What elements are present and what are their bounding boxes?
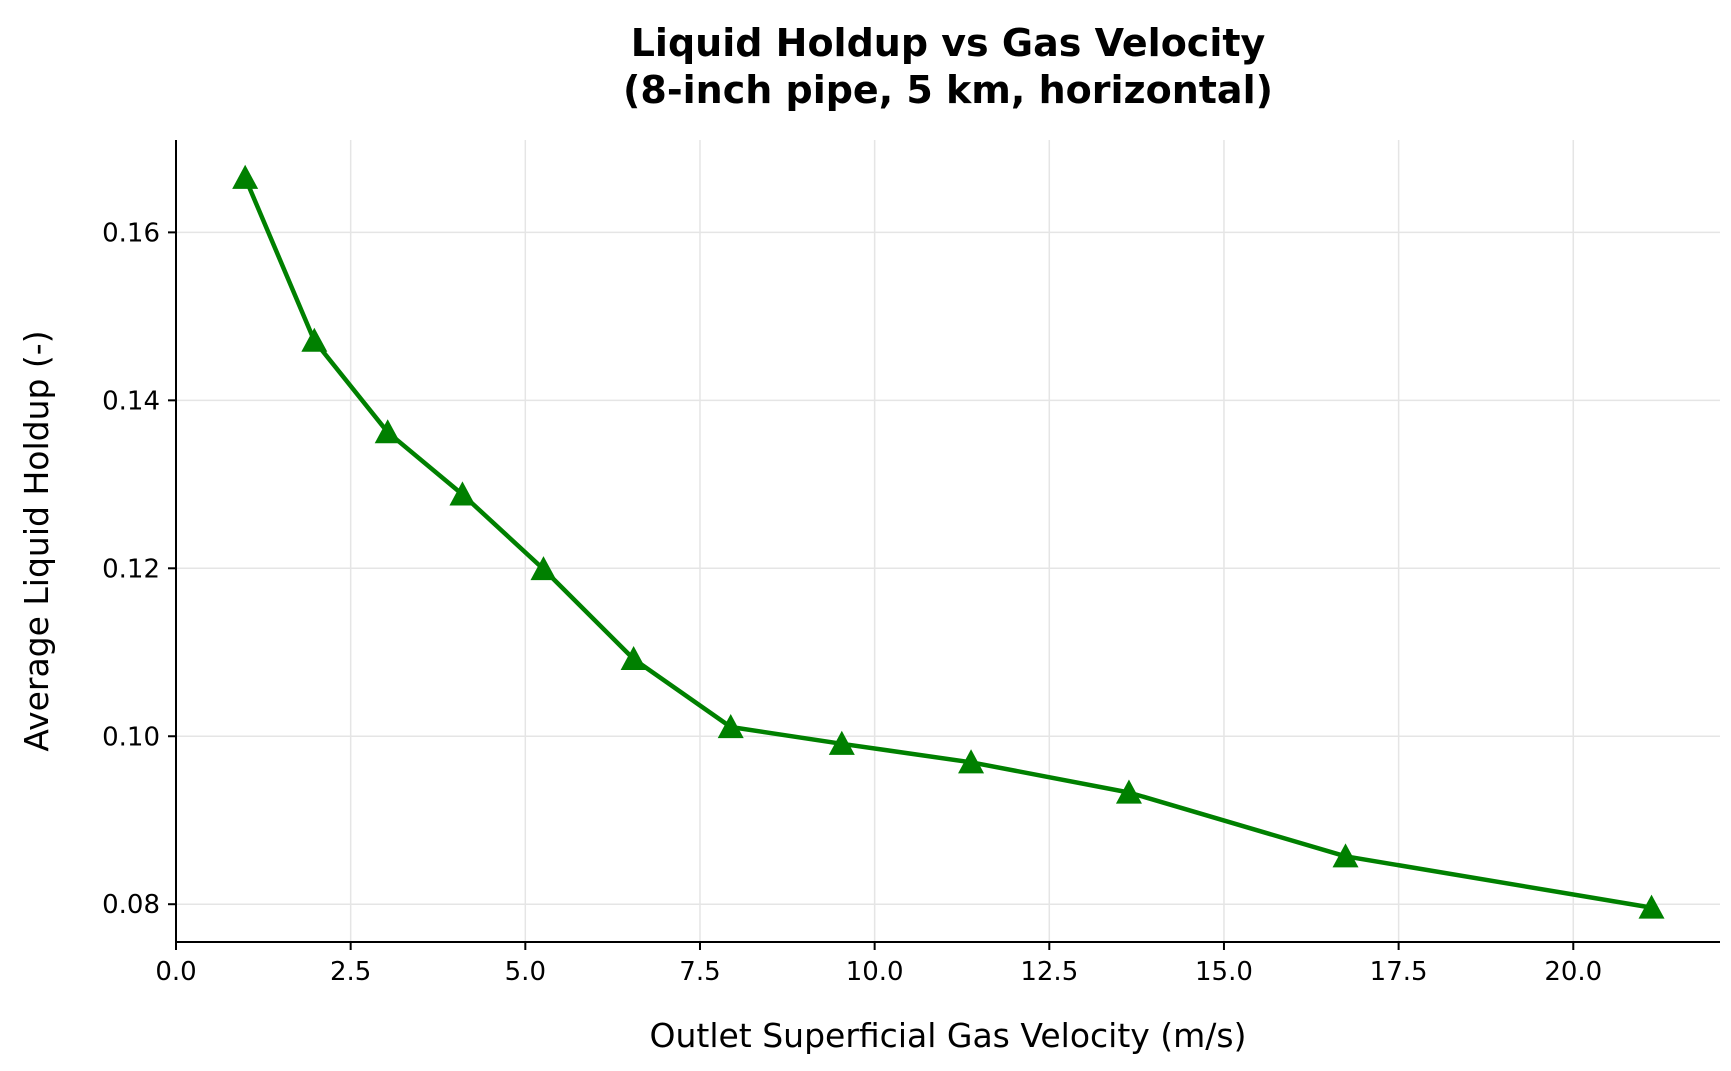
data-point-marker (1115, 779, 1142, 804)
data-point-marker (1638, 894, 1665, 919)
x-tick-label: 15.0 (1195, 957, 1253, 987)
y-axis-label: Average Liquid Holdup (-) (17, 330, 56, 751)
data-point-marker (301, 327, 328, 352)
data-point-marker (530, 556, 557, 581)
data-point-marker (717, 714, 744, 739)
series-line (242, 175, 1654, 910)
x-tick-label: 7.5 (679, 957, 720, 987)
x-tick-label: 20.0 (1544, 957, 1602, 987)
x-tick-label: 17.5 (1370, 957, 1428, 987)
x-tick-label: 12.5 (1020, 957, 1078, 987)
x-tick-label: 0.0 (155, 957, 196, 987)
series (232, 164, 1665, 919)
y-tick-label: 0.16 (102, 218, 160, 248)
data-point-marker (232, 164, 259, 189)
x-tick-label: 2.5 (330, 957, 371, 987)
y-tick-label: 0.14 (102, 386, 160, 416)
data-point-marker (1332, 843, 1359, 868)
grid (175, 140, 1720, 942)
axes (175, 140, 1720, 943)
y-ticks: 0.08 0.10 0.12 0.14 0.16 (102, 218, 176, 920)
chart-title-line-2: (8-inch pipe, 5 km, horizontal) (623, 68, 1273, 112)
chart-title-line-1: Liquid Holdup vs Gas Velocity (631, 21, 1266, 65)
y-tick-label: 0.08 (102, 890, 160, 920)
x-tick-label: 5.0 (505, 957, 546, 987)
y-tick-label: 0.12 (102, 554, 160, 584)
data-point-marker (620, 645, 647, 671)
x-ticks: 0.0 2.5 5.0 7.5 10.0 12.5 15.0 17.5 20.0 (155, 942, 1602, 987)
x-tick-label: 10.0 (846, 957, 904, 987)
y-tick-label: 0.10 (102, 722, 160, 752)
data-point-marker (449, 481, 476, 506)
data-point-marker (958, 749, 985, 774)
data-point-marker (828, 730, 855, 755)
x-axis-label: Outlet Superficial Gas Velocity (m/s) (649, 1016, 1246, 1055)
data-point-marker (374, 419, 401, 444)
